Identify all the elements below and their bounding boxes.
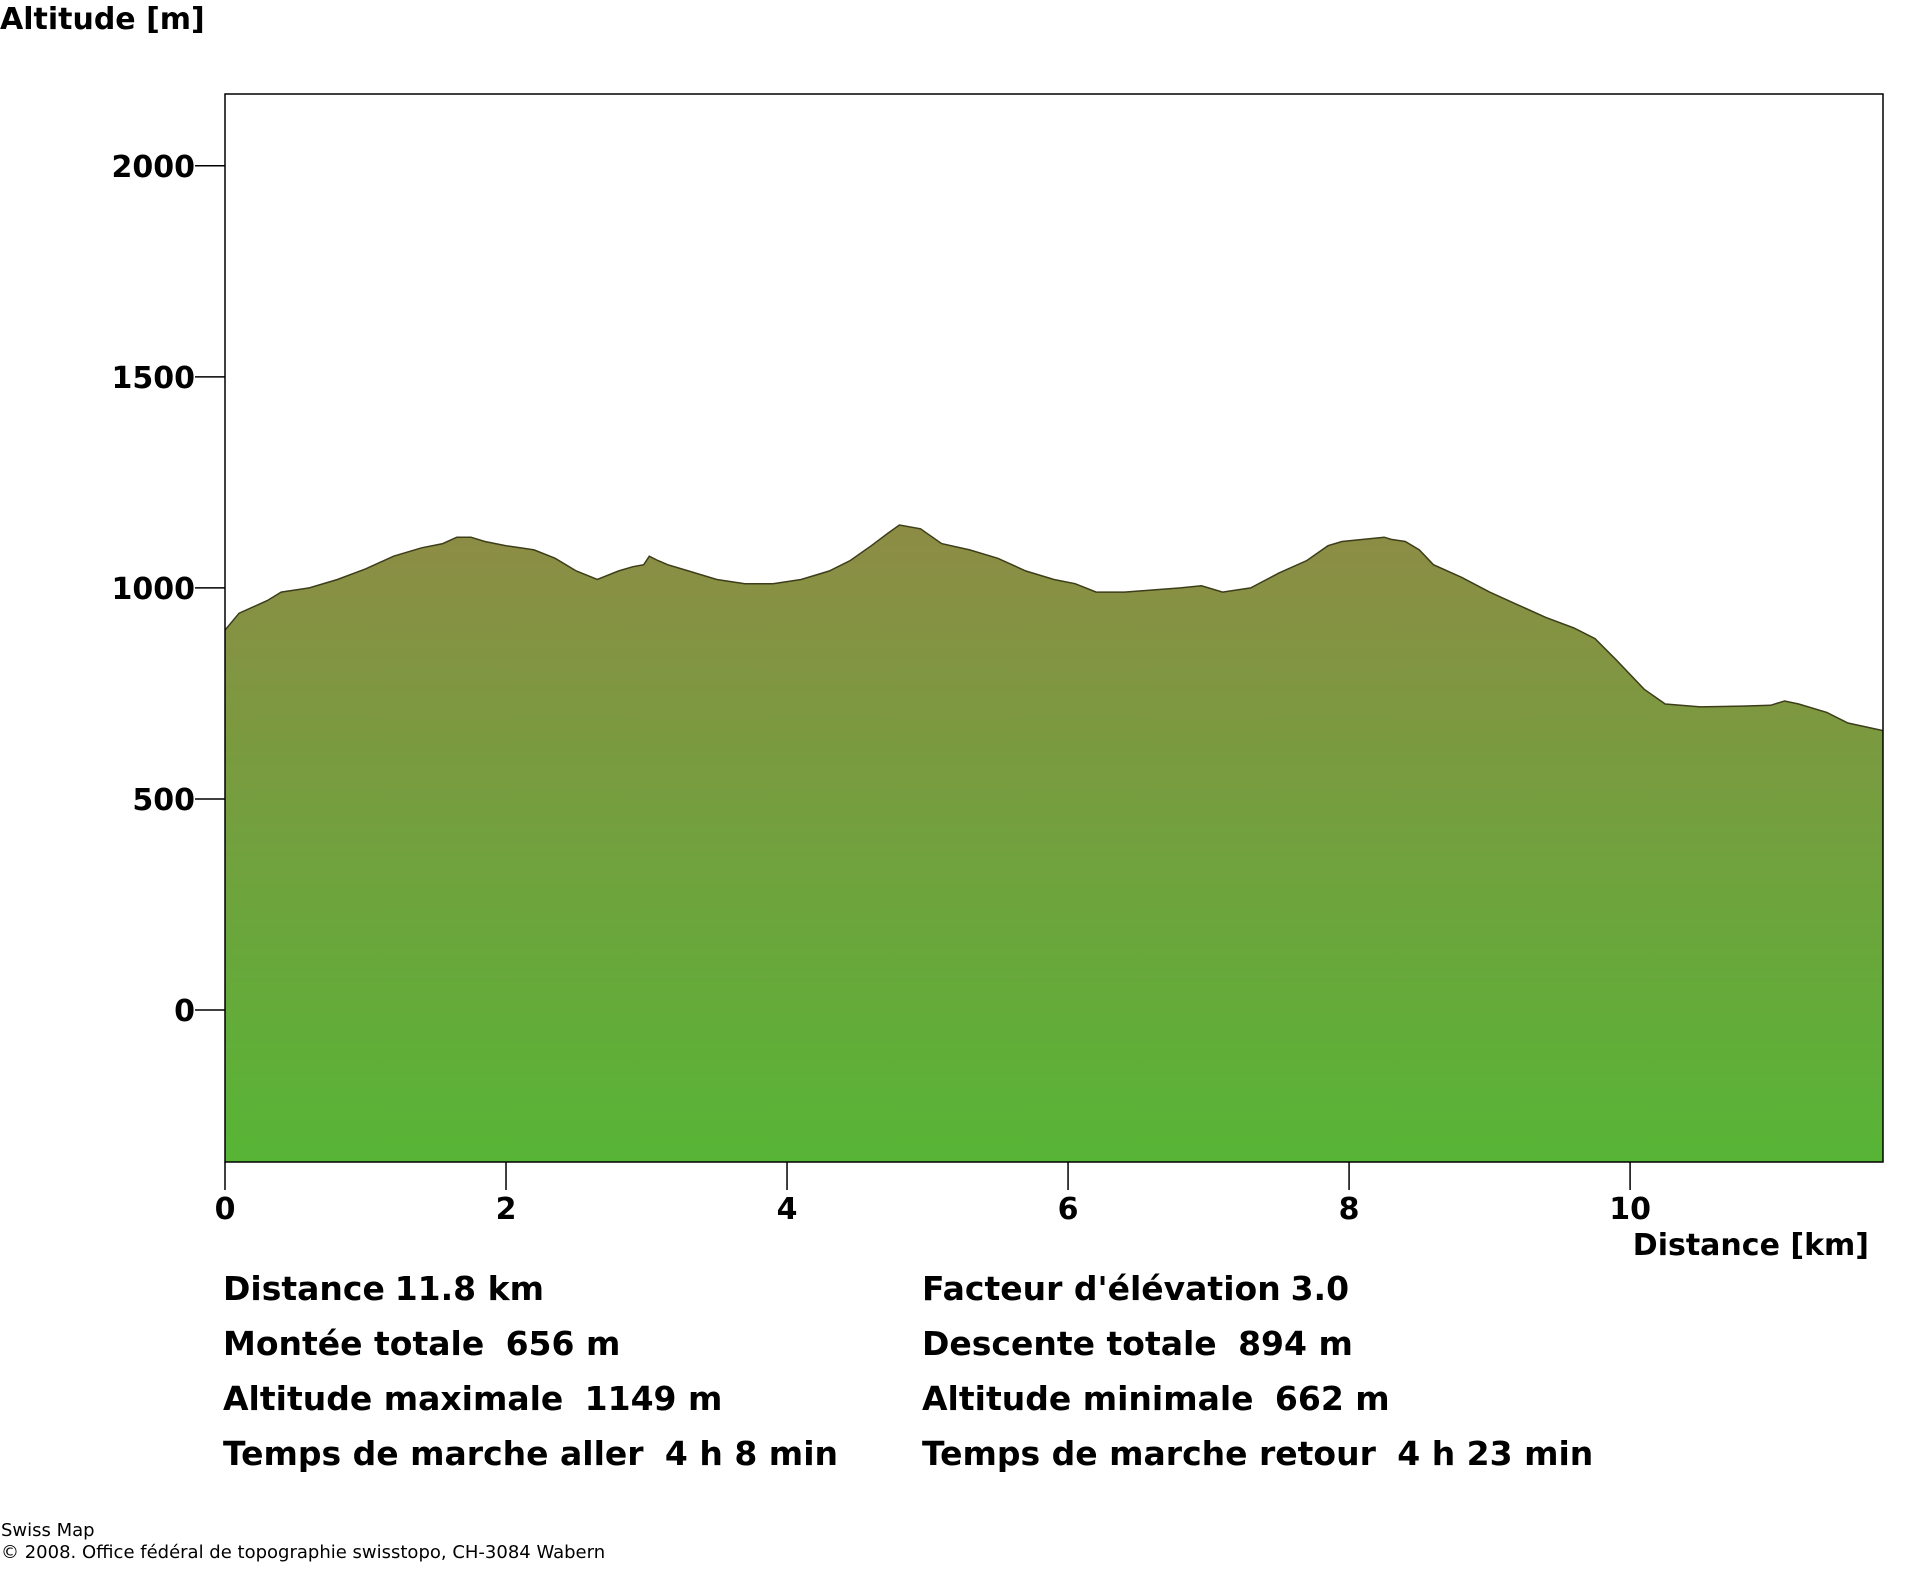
elevation-area	[225, 525, 1883, 1162]
x-tick-label: 2	[496, 1192, 517, 1227]
elevation-line	[224, 524, 1884, 732]
copyright-footer: Swiss Map © 2008. Office fédéral de topo…	[1, 1520, 605, 1564]
y-tick-label: 500	[132, 783, 195, 818]
y-axis-title: Altitude [m]	[0, 2, 205, 37]
y-axis: 0 500 1000 1500 2000	[112, 150, 225, 1029]
x-tick-label: 6	[1058, 1192, 1079, 1227]
x-axis-title: Distance [km]	[1632, 1228, 1869, 1263]
stat-total-ascent: Montée totale 656 m	[223, 1324, 621, 1363]
stat-total-descent: Descente totale 894 m	[922, 1324, 1353, 1363]
stat-distance: Distance 11.8 km	[223, 1269, 544, 1308]
x-tick-label: 8	[1339, 1192, 1360, 1227]
footer-copyright: © 2008. Office fédéral de topographie sw…	[1, 1542, 606, 1563]
stats-right: Facteur d'élévation 3.0 Descente totale 8…	[922, 1261, 1593, 1481]
stat-min-altitude: Altitude minimale 662 m	[922, 1379, 1390, 1418]
x-tick-label: 0	[215, 1192, 236, 1227]
y-tick-label: 0	[174, 994, 195, 1029]
x-axis: 0 2 4 6 8 10	[215, 1162, 1651, 1227]
x-tick-label: 10	[1609, 1192, 1651, 1227]
stats-left: Distance 11.8 km Montée totale 656 m Alti…	[223, 1261, 838, 1481]
plot-frame	[224, 93, 1884, 1163]
y-tick-label: 2000	[112, 150, 196, 185]
stat-walk-time-out: Temps de marche aller 4 h 8 min	[223, 1434, 838, 1473]
stat-walk-time-return: Temps de marche retour 4 h 23 min	[922, 1434, 1594, 1473]
x-tick-label: 4	[777, 1192, 798, 1227]
stat-max-altitude: Altitude maximale 1149 m	[223, 1379, 723, 1418]
stat-elevation-factor: Facteur d'élévation 3.0	[922, 1269, 1350, 1308]
y-tick-label: 1500	[112, 361, 196, 396]
y-tick-label: 1000	[112, 572, 196, 607]
footer-source: Swiss Map	[1, 1520, 95, 1541]
